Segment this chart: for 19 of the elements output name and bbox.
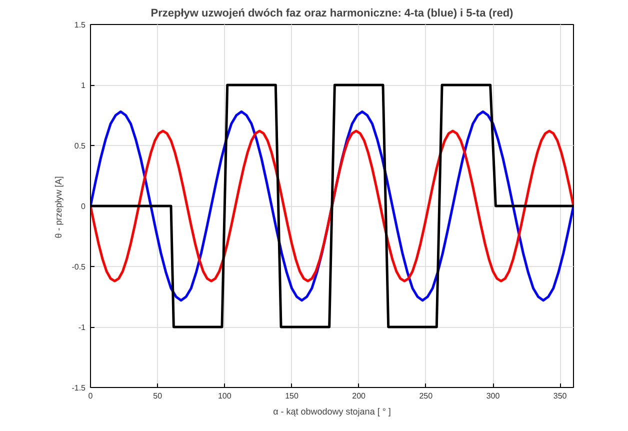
y-tick-label: 0 [81, 202, 86, 211]
x-tick-label: 250 [419, 392, 434, 400]
x-tick-label: 350 [553, 392, 568, 400]
chart-title: Przepływ uzwojeń dwóch faz oraz harmoniczne: 4-ta (blue) i 5-ta (red) [150, 8, 514, 20]
x-tick-label: 150 [285, 392, 299, 400]
x-tick-label: 300 [486, 392, 500, 400]
y-tick-label: 0.5 [74, 142, 86, 150]
y-axis-title: θ - przepływ [A] [54, 176, 64, 238]
x-tick-label: 200 [352, 392, 366, 400]
y-tick-label: -0.5 [72, 262, 86, 272]
x-tick-label: 100 [218, 392, 232, 400]
y-tick-label: 1 [81, 81, 86, 90]
y-tick-label: -1.5 [72, 384, 86, 392]
y-tick-label: -1 [78, 323, 86, 332]
x-tick-label: 0 [88, 392, 94, 400]
y-tick-label: 1.5 [74, 20, 86, 30]
line-series [90, 130, 574, 282]
x-axis-title: α - kąt obwodowy stojana [ ° ] [273, 406, 391, 416]
x-tick-label: 50 [153, 392, 163, 400]
